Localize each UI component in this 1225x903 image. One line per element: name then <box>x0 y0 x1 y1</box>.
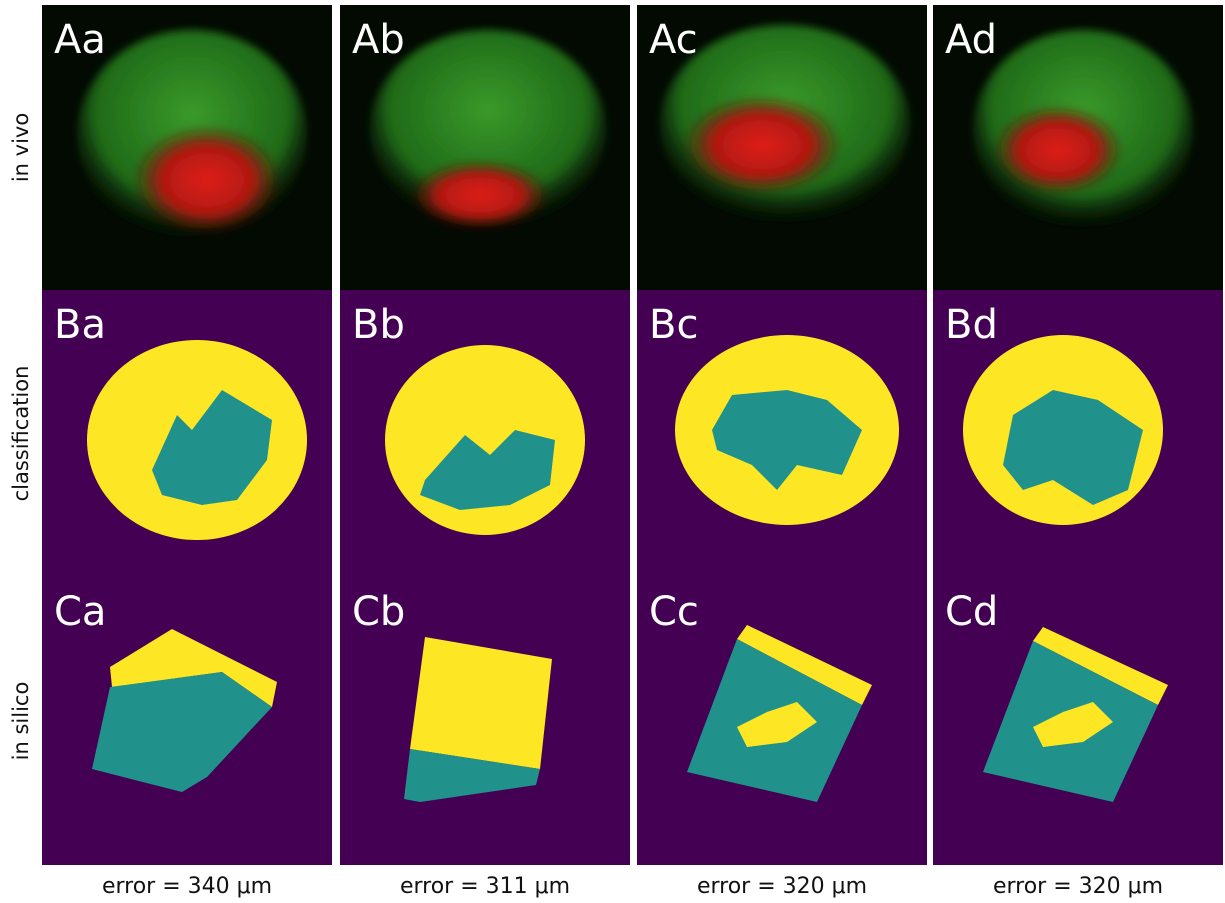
row-label: classification <box>9 366 33 502</box>
panel-label: Aa <box>54 17 106 63</box>
panel-label: Bb <box>352 302 405 348</box>
panel: Bc <box>637 290 927 577</box>
panel-label: Cc <box>649 589 699 635</box>
error-caption: error = 311 μm <box>400 874 570 899</box>
panel: Ca <box>42 577 332 865</box>
red-tissue <box>132 125 282 235</box>
panel: Bd <box>933 290 1223 577</box>
panel-label: Ac <box>649 17 698 63</box>
red-tissue <box>410 160 550 230</box>
error-caption: error = 320 μm <box>697 874 867 899</box>
panel: Ac <box>637 5 927 290</box>
silico-yellow <box>410 637 552 769</box>
panel: Cc <box>637 577 927 865</box>
panel-label: Ba <box>54 302 106 348</box>
panel-label: Cd <box>945 589 998 635</box>
panel: Ab <box>340 5 630 290</box>
row-label: in vivo <box>9 113 33 182</box>
error-caption: error = 320 μm <box>993 874 1163 899</box>
panel-label: Ad <box>945 17 997 63</box>
panel: Ad <box>933 5 1223 290</box>
panel: Ba <box>42 290 332 577</box>
panel-label: Ab <box>352 17 405 63</box>
panel: Bb <box>340 290 630 577</box>
row-label: in silico <box>9 682 33 761</box>
red-tissue <box>993 105 1123 195</box>
panel: Cb <box>340 577 630 865</box>
error-caption: error = 340 μm <box>102 874 272 899</box>
panel-label: Cb <box>352 589 405 635</box>
figure: in vivo classification in silico Aa Ba Ca erro… <box>0 0 1225 903</box>
panel: Aa <box>42 5 332 290</box>
panel-label: Bc <box>649 302 698 348</box>
panel-label: Ca <box>54 589 106 635</box>
panel: Cd <box>933 577 1223 865</box>
red-tissue <box>682 95 842 195</box>
panel-label: Bd <box>945 302 998 348</box>
